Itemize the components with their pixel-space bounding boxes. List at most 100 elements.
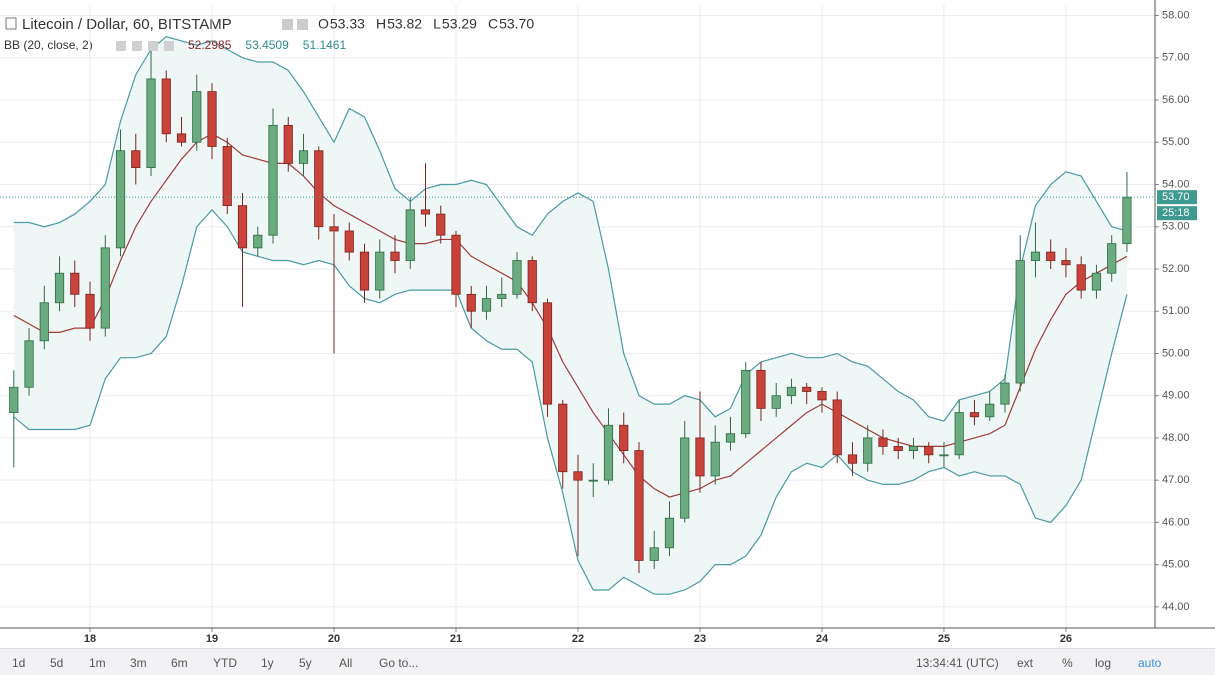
y-tick-label: 52.00	[1162, 263, 1190, 275]
candle-body	[756, 369, 766, 409]
candle-body	[710, 441, 720, 477]
y-tick-label: 54.00	[1162, 178, 1190, 190]
last-price-box	[1157, 190, 1197, 205]
candles	[9, 40, 1132, 574]
chart-title: Litecoin / Dollar, 60, BITSTAMP	[22, 16, 232, 33]
range-button[interactable]: 3m	[130, 656, 147, 670]
x-tick-label: 19	[206, 633, 218, 645]
x-tick-label: 21	[450, 633, 462, 645]
range-button[interactable]: 6m	[171, 656, 188, 670]
option-button[interactable]: log	[1095, 656, 1112, 670]
range-button[interactable]: 5y	[299, 656, 312, 670]
candle-body	[649, 547, 659, 561]
close-icon[interactable]	[297, 19, 308, 30]
candle-body	[54, 272, 65, 304]
candle-body	[283, 124, 293, 164]
x-tick-label: 22	[572, 633, 584, 645]
candle-body	[634, 450, 644, 561]
candle-body	[375, 251, 385, 291]
candle-body	[390, 251, 400, 261]
candle-body	[466, 293, 476, 312]
candle-body	[436, 213, 446, 236]
y-tick-label: 47.00	[1162, 474, 1190, 486]
x-tick-label: 23	[694, 633, 706, 645]
candle-body	[1107, 243, 1117, 274]
candle-body	[786, 386, 797, 397]
candle-body	[939, 454, 949, 457]
x-tick-label: 24	[816, 633, 829, 645]
candle-body	[725, 433, 736, 443]
candle-body	[146, 78, 156, 169]
candle-body	[420, 209, 431, 215]
candle-body	[9, 386, 19, 413]
candle-body	[268, 124, 278, 236]
candle-body	[253, 234, 263, 249]
candle-body	[207, 91, 217, 147]
indicator-icon[interactable]	[148, 41, 158, 51]
candle-body	[878, 437, 888, 447]
band-fill	[13, 36, 1127, 595]
range-button[interactable]: Go to...	[379, 656, 419, 670]
candle-body	[771, 395, 781, 409]
candle-body	[176, 133, 187, 143]
candle-body	[954, 412, 964, 456]
ohlc-value: 53.70	[499, 16, 534, 32]
candle-body	[192, 91, 202, 143]
candle-body	[1076, 264, 1086, 291]
candle-body	[558, 403, 568, 473]
countdown-label: 25:18	[1162, 207, 1190, 219]
candle-body	[298, 150, 309, 164]
candle-body	[70, 272, 80, 295]
chart: Litecoin / Dollar, 60, BITSTAMP BB (20, …	[0, 0, 1215, 645]
candle-body	[985, 403, 995, 418]
candle-body	[344, 230, 354, 253]
indicator-value: 52.2985	[188, 38, 232, 52]
bands	[13, 36, 1128, 595]
indicator-icon[interactable]	[116, 41, 126, 51]
candle-body	[481, 298, 492, 312]
bottom-toolbar: 1d 5d 1m 3m 6m YTD 1y 5y All Go to... 13:34:41 (UT…	[0, 648, 1215, 675]
candle-body	[741, 369, 751, 435]
range-button[interactable]: YTD	[213, 656, 237, 670]
x-tick-label: 20	[328, 633, 340, 645]
candle-body	[863, 437, 873, 464]
range-button[interactable]: 1d	[12, 656, 26, 670]
candle-body	[497, 293, 507, 299]
range-button[interactable]: All	[339, 656, 353, 670]
option-button[interactable]: %	[1062, 656, 1073, 670]
indicator-icon[interactable]	[132, 41, 142, 51]
y-tick-label: 48.00	[1162, 432, 1190, 444]
candle-body	[451, 234, 461, 295]
candle-body	[573, 471, 583, 481]
last-price-label: 53.70	[1162, 191, 1190, 203]
y-tick-label: 53.00	[1162, 221, 1190, 233]
range-button[interactable]: 1y	[261, 656, 274, 670]
candle-body	[405, 209, 415, 261]
candle-body	[314, 150, 324, 228]
candle-body	[512, 260, 522, 295]
candle-body	[680, 437, 690, 519]
candle-body	[1122, 196, 1132, 245]
candle-body	[115, 150, 126, 249]
ohlc-key: O	[318, 16, 329, 32]
candle-body	[237, 205, 248, 249]
indicator-icon[interactable]	[164, 41, 174, 51]
x-tick-label: 25	[938, 633, 950, 645]
y-tick-label: 57.00	[1162, 52, 1190, 64]
range-button[interactable]: 5d	[50, 656, 64, 670]
candle-body	[1061, 260, 1071, 266]
x-tick-label: 18	[84, 633, 96, 645]
candle-body	[329, 226, 339, 232]
settings-icon[interactable]	[282, 19, 293, 30]
option-button[interactable]: ext	[1017, 656, 1034, 670]
ohlc-value: 53.82	[387, 16, 422, 32]
ohlc-key: H	[376, 16, 386, 32]
collapse-icon[interactable]	[5, 17, 17, 30]
candle-body	[131, 150, 141, 169]
range-button[interactable]: 1m	[89, 656, 106, 670]
candle-body	[542, 302, 553, 405]
candle-body	[603, 424, 614, 481]
candle-body	[1000, 382, 1010, 405]
option-button[interactable]: auto	[1138, 656, 1162, 670]
